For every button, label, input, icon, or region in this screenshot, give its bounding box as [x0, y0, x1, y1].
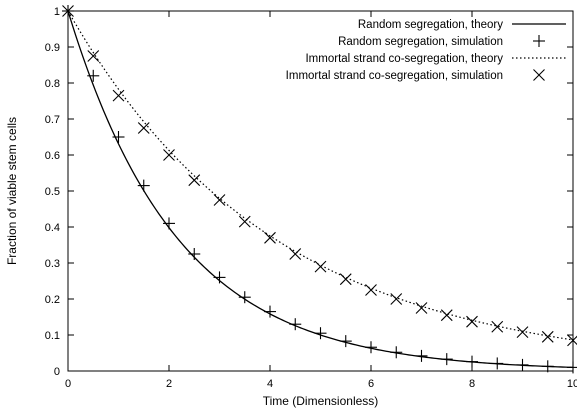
x-tick-label: 4: [267, 378, 273, 390]
x-marker: [137, 122, 150, 134]
x-marker: [365, 284, 377, 296]
plus-marker: [533, 35, 545, 47]
plus-marker: [87, 69, 100, 82]
x-marker-b: [87, 50, 100, 62]
x-marker-b: [314, 260, 327, 273]
plus-marker: [238, 291, 251, 304]
x-marker: [238, 215, 251, 228]
x-marker: [567, 334, 577, 347]
x-marker-b: [491, 320, 504, 333]
x-axis-label: Time (Dimensionless): [263, 394, 379, 408]
x-marker: [533, 69, 545, 81]
x-tick-label: 10: [567, 378, 577, 390]
plus-marker: [365, 341, 377, 354]
x-marker: [339, 273, 352, 286]
plus-marker: [213, 271, 226, 284]
x-marker-b: [188, 174, 201, 187]
y-tick-label: 0.8: [45, 78, 60, 90]
legend-label: Immortal strand co-segregation, simulati…: [286, 70, 503, 82]
x-marker-b: [163, 149, 175, 161]
plus-marker: [163, 217, 175, 230]
x-marker-b: [533, 69, 545, 81]
plus-marker: [314, 327, 327, 340]
legend-item: Immortal strand co-segregation, theory: [305, 53, 566, 65]
x-marker-b: [415, 302, 428, 314]
x-marker-b: [137, 122, 150, 134]
plot-frame: [67, 10, 574, 372]
x-marker-b: [289, 248, 302, 260]
x-marker: [541, 330, 554, 343]
plus-marker: [541, 360, 554, 373]
x-marker: [440, 309, 453, 322]
plus-marker: [415, 349, 428, 362]
x-marker: [390, 293, 403, 305]
x-marker: [213, 194, 226, 206]
y-tick-label: 0.5: [45, 186, 60, 198]
x-marker-b: [541, 330, 554, 343]
plus-marker: [390, 346, 403, 359]
x-marker: [163, 149, 175, 161]
y-tick-label: 0.1: [45, 330, 60, 342]
x-tick-label: 8: [469, 378, 475, 390]
x-marker: [289, 248, 302, 260]
legend-label: Immortal strand co-segregation, theory: [305, 53, 503, 65]
legend-item: Random segregation, simulation: [338, 35, 545, 48]
x-marker-b: [213, 194, 226, 206]
y-tick-label: 0.7: [45, 114, 60, 126]
plus-marker: [137, 179, 150, 192]
x-marker: [516, 326, 529, 339]
plus-marker: [112, 131, 125, 143]
legend-label: Random segregation, theory: [358, 19, 503, 31]
x-marker: [264, 231, 276, 244]
plus-marker: [567, 361, 577, 374]
x-tick-label: 2: [166, 378, 172, 390]
legend: Random segregation, theory Random segrega…: [286, 19, 566, 82]
y-tick-label: 0.9: [45, 42, 60, 54]
legend-label: Random segregation, simulation: [338, 36, 503, 48]
x-marker: [415, 302, 428, 314]
x-tick-label: 6: [368, 378, 374, 390]
plus-marker: [516, 358, 529, 371]
plus-marker: [440, 353, 453, 366]
x-marker-b: [238, 215, 251, 228]
x-tick-label: 0: [65, 378, 71, 390]
plus-marker: [289, 318, 302, 331]
y-tick-label: 0.3: [45, 258, 60, 270]
y-axis-label: Fraction of viable stem cells: [5, 117, 19, 265]
plus-marker: [339, 335, 352, 348]
y-tick-label: 0.4: [45, 222, 60, 234]
y-tick-label: 0.2: [45, 294, 60, 306]
x-marker-b: [365, 284, 377, 296]
plus-marker: [188, 248, 201, 260]
x-marker-b: [516, 326, 529, 339]
y-tick-label: 0.6: [45, 150, 60, 162]
x-marker-b: [264, 231, 276, 244]
x-marker-b: [390, 293, 403, 305]
x-marker: [314, 260, 327, 273]
plus-marker: [491, 357, 504, 370]
x-marker: [112, 89, 125, 102]
y-tick-label: 0: [54, 366, 60, 378]
x-marker-b: [466, 315, 478, 328]
legend-item: Immortal strand co-segregation, simulati…: [286, 69, 545, 82]
x-marker: [466, 315, 478, 328]
y-tick-label: 1: [54, 6, 60, 18]
x-marker: [491, 320, 504, 333]
plus-marker: [264, 305, 276, 318]
x-marker-b: [112, 89, 125, 102]
legend-item: Random segregation, theory: [358, 19, 566, 31]
x-marker: [87, 50, 100, 62]
x-marker-b: [339, 273, 352, 286]
x-marker: [188, 174, 201, 187]
x-marker-b: [440, 309, 453, 322]
